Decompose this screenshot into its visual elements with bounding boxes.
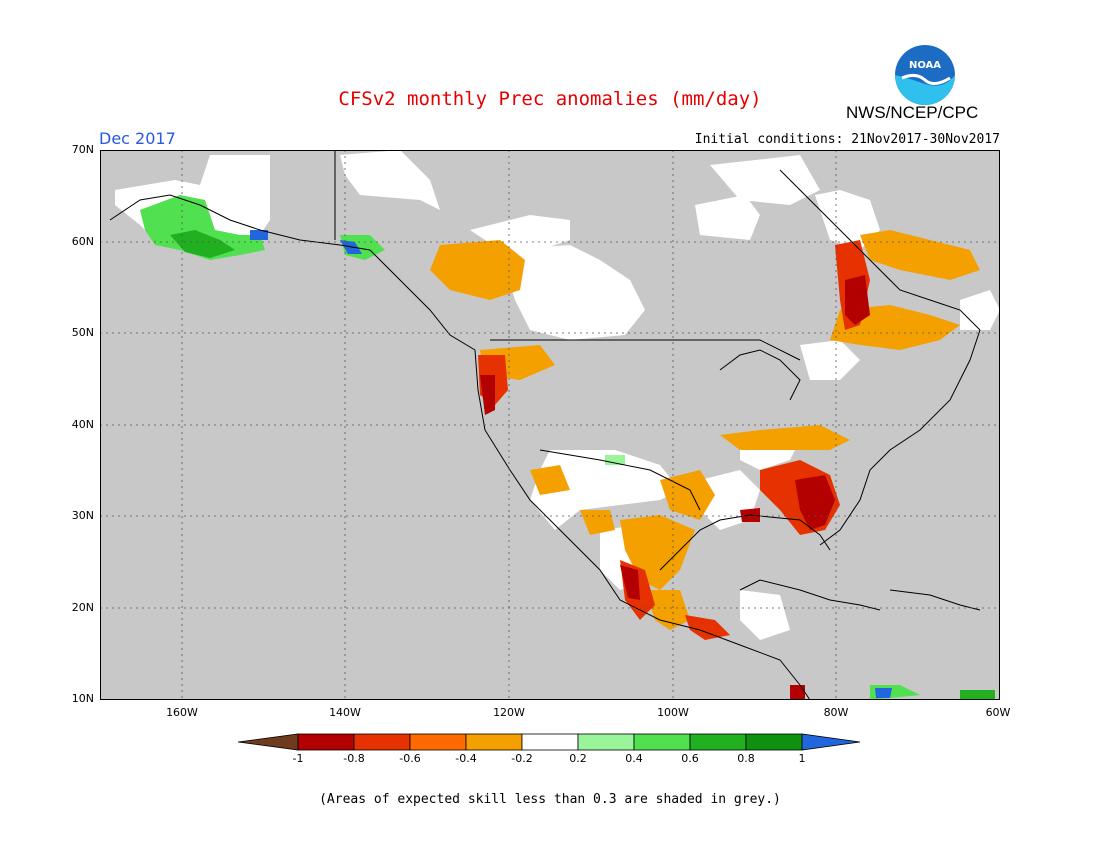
colorbar-swatch-6: [577, 733, 635, 751]
colorbar-label-10: 1: [798, 752, 806, 765]
noaa-logo: NOAA: [895, 45, 955, 105]
lon-label-100w: 100W: [657, 706, 689, 719]
lat-label-10n: 10N: [71, 692, 94, 705]
colorbar-swatch-5: [521, 733, 579, 751]
wet-anomalies: [140, 195, 995, 700]
colorbar-swatch-above-max: [801, 733, 861, 751]
lat-label-30n: 30N: [71, 509, 94, 522]
colorbar-label-8: 0.6: [681, 752, 699, 765]
colorbar-label-7: 0.4: [625, 752, 643, 765]
colorbar-label-1: -1: [292, 752, 304, 765]
valid-month: Dec 2017: [99, 129, 176, 148]
lon-label-140w: 140W: [329, 706, 361, 719]
colorbar-label-5: -0.2: [511, 752, 533, 765]
colorbar-swatch-3: [409, 733, 467, 751]
dry-anomaly-strong: [480, 275, 870, 700]
colorbar-swatch-2: [353, 733, 411, 751]
colorbar-label-9: 0.8: [737, 752, 755, 765]
skill-footnote: (Areas of expected skill less than 0.3 a…: [319, 792, 781, 807]
gridlines: [100, 150, 1000, 700]
coastlines: [109, 150, 981, 700]
dry-anomaly-light: [430, 230, 980, 630]
colorbar: [238, 733, 861, 751]
lon-label-80w: 80W: [823, 706, 849, 719]
colorbar-swatch-4: [465, 733, 523, 751]
colorbar-swatch-8: [689, 733, 747, 751]
initial-conditions: Initial conditions: 21Nov2017-30Nov2017: [694, 132, 1000, 147]
colorbar-swatch-7: [633, 733, 691, 751]
map-frame: [100, 150, 1000, 700]
lon-label-160w: 160W: [166, 706, 198, 719]
colorbar-swatch-9: [745, 733, 803, 751]
colorbar-label-6: 0.2: [569, 752, 587, 765]
map-title: CFSv2 monthly Prec anomalies (mm/day): [338, 88, 762, 110]
agency-label: NWS/NCEP/CPC: [846, 103, 979, 122]
lat-label-20n: 20N: [71, 601, 94, 614]
noaa-logo-text: NOAA: [909, 60, 941, 71]
lat-label-50n: 50N: [71, 326, 94, 339]
colorbar-label-3: -0.6: [399, 752, 421, 765]
anomaly-map: [100, 150, 1000, 700]
lat-label-70n: 70N: [71, 143, 94, 156]
colorbar-label-2: -0.8: [343, 752, 365, 765]
colorbar-swatch-below-min: [238, 733, 299, 751]
lat-label-60n: 60N: [71, 235, 94, 248]
lat-label-40n: 40N: [71, 418, 94, 431]
lon-label-120w: 120W: [493, 706, 525, 719]
colorbar-swatch-1: [297, 733, 355, 751]
colorbar-label-4: -0.4: [455, 752, 477, 765]
lon-label-60w: 60W: [985, 706, 1011, 719]
